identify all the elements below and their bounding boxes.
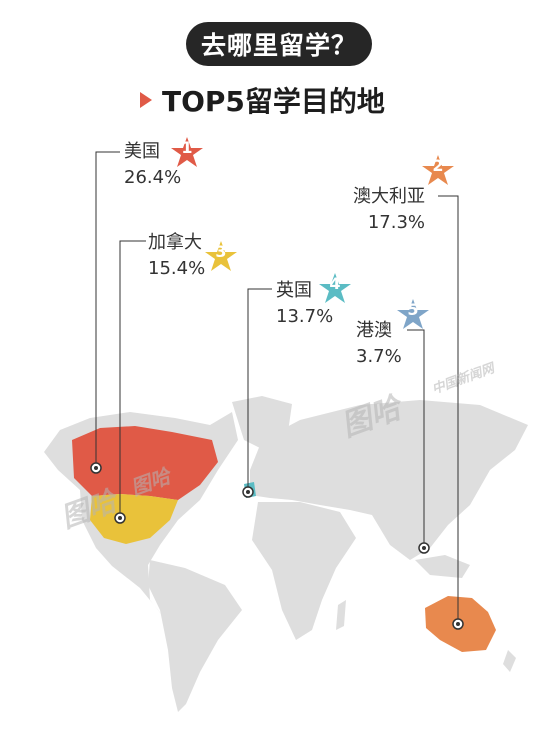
country-name: 港澳 <box>356 320 392 341</box>
rank-star-icon: 2 <box>421 154 455 188</box>
label-uk: 英国 13.7% <box>276 278 333 330</box>
country-name: 英国 <box>276 280 312 301</box>
new-zealand-landmass <box>503 650 516 672</box>
percentage: 26.4% <box>124 167 182 188</box>
leader-line-uk <box>247 288 272 492</box>
leader-line-hkmo <box>407 329 425 548</box>
leader-lines <box>95 151 459 624</box>
leader-line-australia <box>438 195 459 624</box>
rank-number: 5 <box>407 300 419 319</box>
label-hkmo: 港澳 3.7% <box>356 318 402 370</box>
canada-region <box>72 426 218 500</box>
leader-line-usa <box>95 151 120 468</box>
rank-star-icon: 3 <box>204 240 238 274</box>
usa-region <box>90 494 178 544</box>
africa-landmass <box>252 502 356 640</box>
triangle-bullet-icon <box>140 92 152 108</box>
percentage: 15.4% <box>148 258 206 279</box>
label-australia: 澳大利亚 17.3% <box>353 184 425 236</box>
rank-number: 4 <box>329 274 341 293</box>
location-dots <box>90 462 464 630</box>
rank-star-icon: 1 <box>170 136 204 170</box>
percentage: 17.3% <box>367 212 425 233</box>
leader-line-canada <box>119 240 146 518</box>
madagascar-landmass <box>336 600 346 630</box>
country-name: 美国 <box>124 141 160 162</box>
rank-star-icon: 5 <box>396 298 430 332</box>
rank-star-icon: 4 <box>318 272 352 306</box>
label-usa: 美国 26.4% <box>124 139 181 191</box>
rank-number: 1 <box>181 138 193 157</box>
title-pill: 去哪里留学？ <box>186 22 372 66</box>
country-name: 澳大利亚 <box>353 186 425 207</box>
label-canada: 加拿大 15.4% <box>148 230 205 282</box>
page-title: 去哪里留学？ <box>200 31 357 60</box>
percentage: 3.7% <box>356 346 402 367</box>
southeast-asia-islands <box>415 555 470 578</box>
subtitle: TOP5留学目的地 <box>140 82 385 118</box>
rank-number: 3 <box>215 242 227 261</box>
subtitle-text: TOP5留学目的地 <box>162 85 385 118</box>
country-name: 加拿大 <box>148 232 202 253</box>
percentage: 13.7% <box>276 306 334 327</box>
rank-number: 2 <box>432 156 444 175</box>
south-america-landmass <box>148 560 242 712</box>
